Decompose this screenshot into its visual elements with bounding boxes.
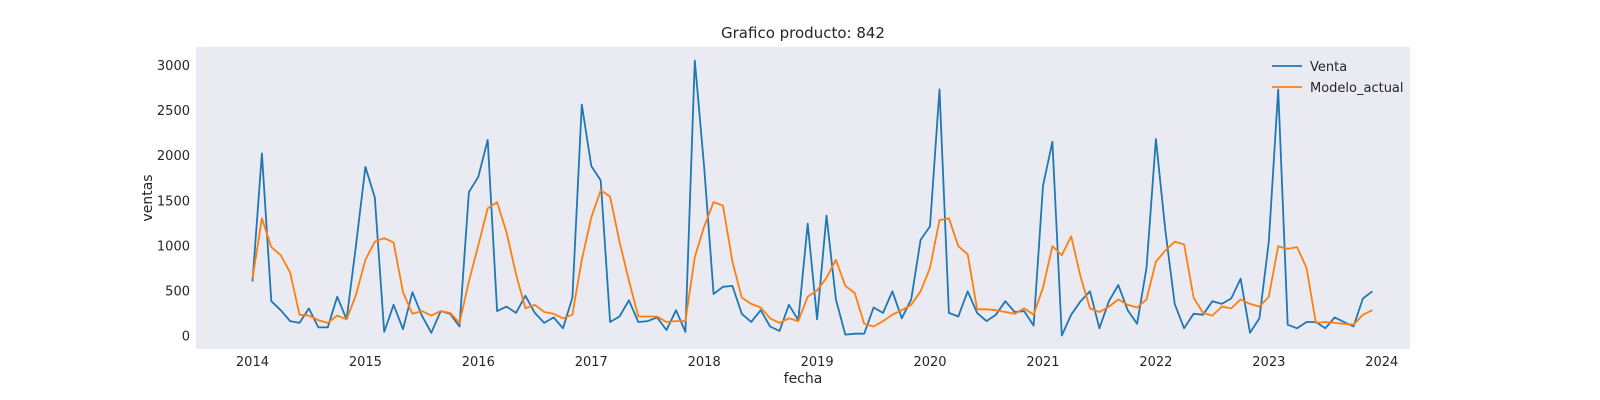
y-tick-label: 1500: [157, 194, 190, 209]
x-tick-label: 2018: [688, 355, 721, 370]
x-axis-ticks: 2014 2015 2016 2017 2018 2019 2020 2021 2022 2023…: [236, 355, 1398, 370]
x-tick-label: 2019: [801, 355, 834, 370]
x-tick-label: 2021: [1026, 355, 1059, 370]
x-tick-label: 2014: [236, 355, 269, 370]
x-tick-label: 2024: [1365, 355, 1398, 370]
legend-label: Venta: [1310, 60, 1347, 75]
y-tick-label: 1000: [157, 239, 190, 254]
x-tick-label: 2023: [1252, 355, 1285, 370]
y-tick-label: 2500: [157, 104, 190, 119]
y-tick-label: 3000: [157, 59, 190, 74]
legend-label: Modelo_actual: [1310, 81, 1404, 96]
y-axis-label: ventas: [140, 174, 156, 221]
y-tick-label: 2000: [157, 149, 190, 164]
plot-area: [196, 47, 1410, 349]
series-line: [251, 189, 1373, 328]
x-tick-label: 2020: [913, 355, 946, 370]
legend: Venta Modelo_actual: [1272, 60, 1404, 96]
x-tick-label: 2015: [349, 355, 382, 370]
y-axis-ticks: 0 500 1000 1500 2000 2500 3000: [157, 59, 190, 344]
chart-title: Grafico producto: 842: [721, 24, 885, 42]
y-tick-label: 0: [182, 329, 190, 344]
x-tick-label: 2017: [575, 355, 608, 370]
x-tick-label: 2022: [1139, 355, 1172, 370]
y-tick-label: 500: [165, 284, 190, 299]
series-line: [251, 59, 1373, 337]
x-tick-label: 2016: [462, 355, 495, 370]
x-axis-label: fecha: [784, 371, 823, 387]
series-lines: [251, 59, 1373, 337]
